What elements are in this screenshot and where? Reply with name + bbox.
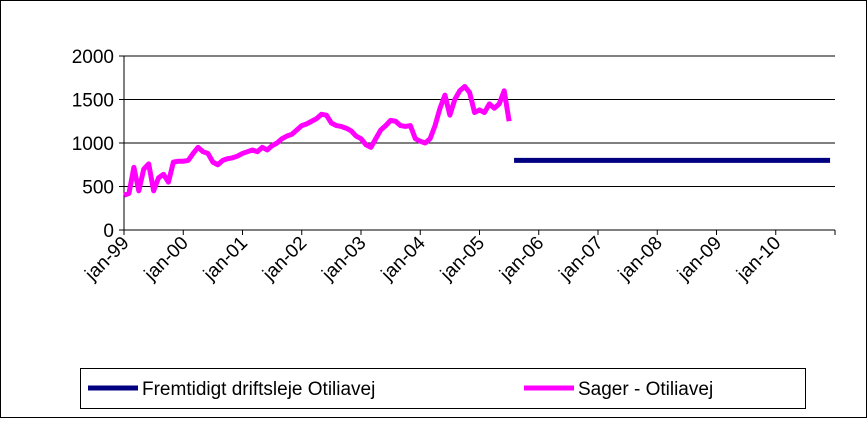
series-line: [123, 83, 512, 198]
legend-box: [80, 368, 806, 409]
legend-label: Fremtidigt driftsleje Otiliavej: [142, 379, 375, 400]
y-tick-label: 2000: [72, 47, 114, 68]
legend-label: Sager - Otiliavej: [578, 379, 713, 400]
y-tick-label: 1500: [72, 91, 114, 112]
y-tick-label: 0: [103, 221, 114, 242]
y-tick-label: 500: [82, 178, 114, 199]
y-tick-label: 1000: [72, 134, 114, 155]
